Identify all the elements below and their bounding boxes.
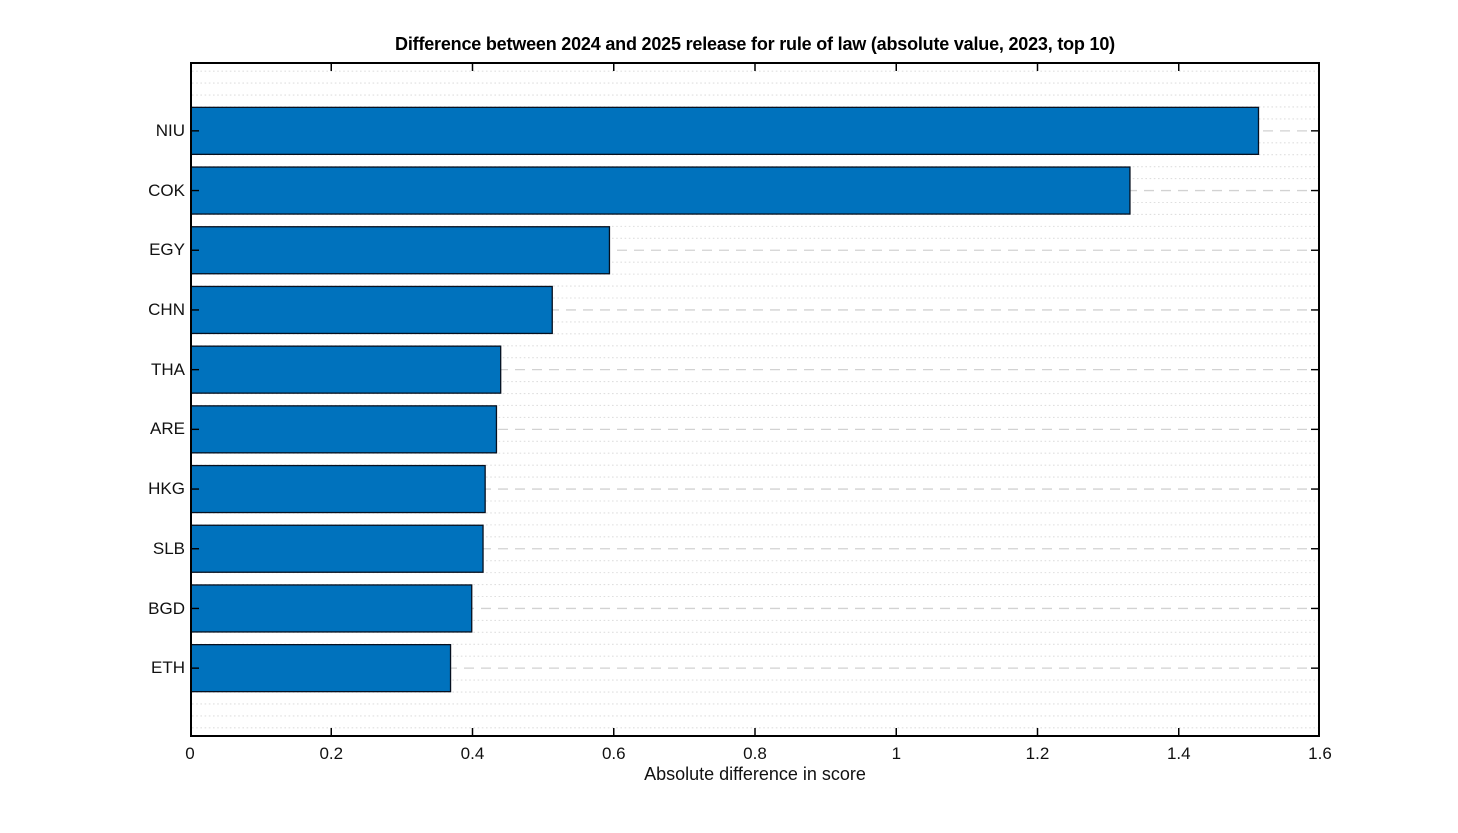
x-tick-label-1: 1	[891, 744, 902, 763]
plot-area	[190, 62, 1320, 737]
x-tick-label-1.6: 1.6	[1308, 744, 1332, 763]
bar-THA	[190, 345, 502, 394]
x-tick-label-0.6: 0.6	[601, 744, 626, 763]
y-tick-label-BGD: BGD	[148, 598, 185, 618]
bar-ETH	[190, 644, 452, 693]
y-tick-label-EGY: EGY	[149, 240, 185, 260]
bar-CHN	[190, 285, 553, 335]
bar-ARE	[190, 405, 498, 454]
x-tick-label-0.8: 0.8	[743, 744, 767, 763]
x-tick-label-1.4: 1.4	[1166, 744, 1191, 763]
bar-NIU	[190, 106, 1260, 155]
x-tick-label-0.2: 0.2	[319, 744, 344, 763]
bar-BGD	[190, 584, 473, 633]
y-tick-label-CHN: CHN	[148, 299, 185, 319]
x-tick-label-0.4: 0.4	[460, 744, 485, 763]
y-tick-label-THA: THA	[151, 359, 185, 379]
x-tick-label-1.2: 1.2	[1025, 744, 1050, 763]
x-tick-label-0: 0	[185, 744, 195, 763]
y-tick-label-COK: COK	[148, 180, 185, 200]
bar-SLB	[190, 524, 484, 573]
y-tick-label-SLB: SLB	[152, 538, 185, 558]
axes-box	[190, 62, 1320, 737]
y-tick-label-HKG: HKG	[148, 479, 185, 499]
y-tick-label-ETH: ETH	[151, 658, 185, 678]
y-tick-label-NIU: NIU	[155, 120, 185, 140]
bar-EGY	[190, 226, 611, 275]
bar-HKG	[190, 464, 486, 514]
bar-COK	[190, 166, 1131, 215]
x-axis-label: Absolute difference in score	[644, 764, 866, 784]
chart-title: Difference between 2024 and 2025 release…	[395, 34, 1115, 54]
y-tick-label-ARE: ARE	[150, 419, 185, 439]
